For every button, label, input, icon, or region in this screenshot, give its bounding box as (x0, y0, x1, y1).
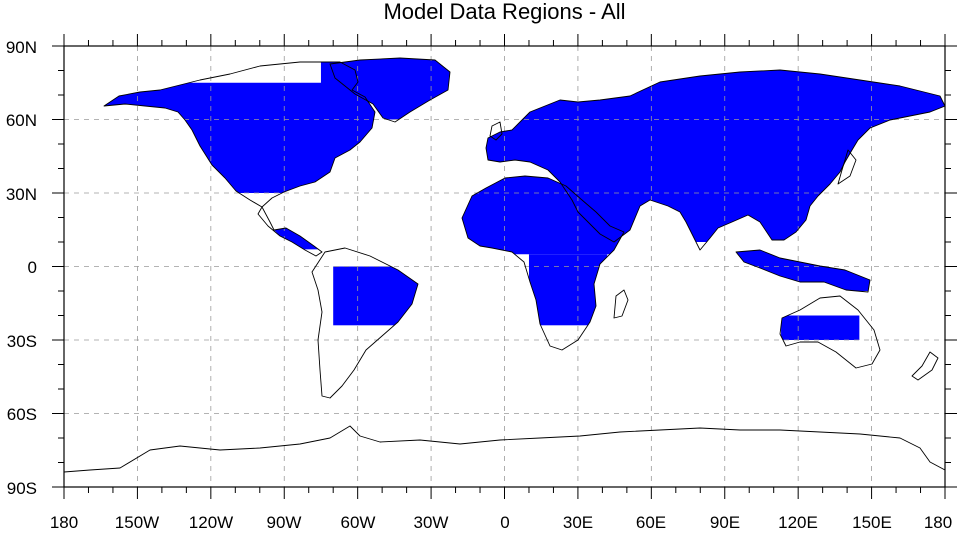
region-southern-africa (528, 254, 608, 326)
y-axis-labels: 90N 60N 30N 0 30S 60S 90S (6, 38, 37, 498)
coastline-madagascar (613, 289, 629, 319)
x-label-180e: 180 (924, 513, 952, 532)
x-label-0: 0 (500, 513, 509, 532)
y-label-30n: 30N (6, 185, 37, 204)
coastline-australia (779, 295, 881, 369)
x-label-30w: 30W (414, 513, 449, 532)
x-label-150e: 150E (852, 513, 892, 532)
map-title: Model Data Regions - All (383, 0, 626, 24)
coastlines (64, 57, 945, 487)
coastline-antarctica (64, 425, 945, 487)
x-label-60w: 60W (341, 513, 376, 532)
coastline-japan (837, 149, 857, 185)
x-label-60e: 60E (636, 513, 666, 532)
coastline-maritime-continent (735, 249, 871, 293)
axis-ticks (52, 34, 957, 499)
coastline-eurasia (485, 69, 945, 251)
y-label-0: 0 (28, 258, 37, 277)
x-label-150w: 150W (115, 513, 159, 532)
x-label-120e: 120E (778, 513, 818, 532)
x-label-180w: 180 (50, 513, 78, 532)
x-label-120w: 120W (189, 513, 233, 532)
x-axis-labels: 180 150W 120W 90W 60W 30W 0 30E 60E 90E … (50, 513, 952, 532)
region-australia (781, 315, 860, 340)
x-label-30e: 30E (563, 513, 593, 532)
x-label-90e: 90E (710, 513, 740, 532)
y-label-60n: 60N (6, 111, 37, 130)
coastline-north-america (103, 61, 376, 208)
coastline-british-isles (489, 121, 503, 141)
coastline-new-zealand (911, 351, 939, 381)
region-asia (602, 70, 945, 242)
y-label-90s: 90S (7, 479, 37, 498)
y-label-90n: 90N (6, 38, 37, 57)
y-label-30s: 30S (7, 332, 37, 351)
region-greenland (320, 58, 481, 120)
coastline-central-america (257, 206, 323, 257)
coastline-south-america (311, 247, 419, 399)
x-label-90w: 90W (267, 513, 302, 532)
y-label-60s: 60S (7, 405, 37, 424)
coastline-africa (461, 175, 625, 351)
coastline-greenland (329, 57, 451, 123)
graticule (64, 46, 945, 487)
